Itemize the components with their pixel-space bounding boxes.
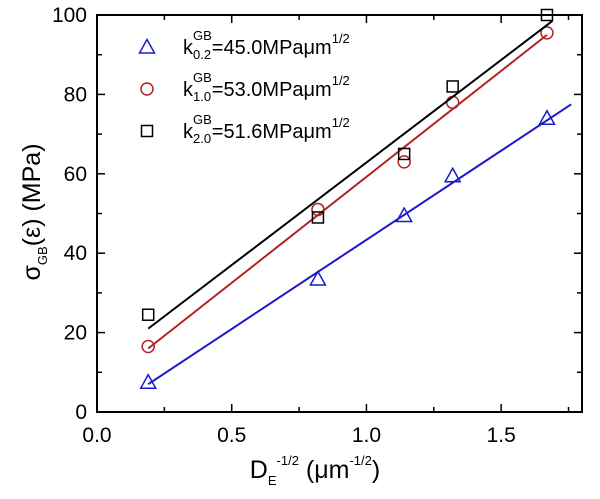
data-point-series-1 [309, 269, 327, 286]
legend-label-part: k [183, 79, 194, 101]
legend-label-part: k [183, 37, 194, 59]
y-tick-label: 80 [64, 83, 87, 106]
legend-label-part: =53.0MPa [212, 79, 305, 101]
legend-marker-series-2 [140, 82, 154, 96]
legend-label-part: 1/2 [332, 115, 350, 130]
data-point-series-1 [443, 166, 462, 183]
legend-label-series-3: kGB 2.0=51.6MPaμm1/2 [183, 112, 350, 146]
legend-label-part: μm [304, 121, 332, 143]
y-axis-title-main: σ [18, 265, 46, 281]
data-point-series-3 [141, 308, 155, 321]
legend-label-series-1: kGB 0.2=45.0MPaμm1/2 [183, 28, 350, 62]
data-point-series-3 [311, 211, 325, 224]
data-point-series-1 [395, 206, 413, 223]
legend-label-part: μm [304, 79, 332, 101]
y-tick-label: 40 [64, 242, 87, 265]
legend-label-part: GB [193, 70, 212, 85]
plot-area: 0.0 0.5 1.0 1.5 0 20 40 60 80 100 [52, 4, 583, 447]
legend-label-part: 1.0 [193, 89, 211, 104]
data-point-series-2 [141, 339, 155, 354]
x-tick-label: 1.5 [487, 424, 516, 447]
y-axis-title-sub: GB [35, 246, 50, 265]
data-point-series-2 [445, 95, 460, 110]
x-axis-title-unit-sup: -1/2 [349, 453, 371, 468]
data-point-series-2 [397, 155, 411, 169]
legend-marker-series-1 [138, 37, 156, 54]
legend-label-part: μm [304, 37, 332, 59]
y-axis-title: σGB(ε) (MPa) [18, 143, 50, 280]
x-axis-title-unit: μm [314, 456, 349, 484]
x-axis-title-sup: -1/2 [277, 453, 299, 468]
fit-line-series-2 [147, 34, 548, 350]
legend-label-part: 1/2 [332, 31, 350, 46]
y-axis-title-rest: (ε) (MPa) [18, 143, 46, 246]
data-point-series-3 [540, 8, 554, 22]
y-tick-label: 100 [52, 4, 87, 27]
x-tick-label: 1.0 [352, 424, 381, 447]
x-tick-label: 0.5 [217, 424, 246, 447]
legend-marker-series-3 [140, 124, 154, 138]
data-point-series-1 [538, 109, 556, 125]
fit-line-series-1 [147, 103, 572, 386]
legend-label-part: =45.0MPa [212, 37, 305, 59]
x-axis-title-unit-prefix: ( [299, 456, 315, 484]
data-point-series-2 [311, 202, 325, 217]
x-axis-title: DE-1/2 (μm-1/2) [250, 453, 380, 488]
y-tick-label: 20 [64, 322, 87, 345]
x-tick-label: 0.0 [82, 424, 111, 447]
data-point-series-3 [446, 80, 459, 93]
legend-label-part: GB [193, 28, 212, 43]
y-tick-label: 60 [64, 163, 87, 186]
legend-label-part: k [183, 121, 194, 143]
legend-label-part: 1/2 [332, 73, 350, 88]
legend-label-part: 0.2 [193, 47, 211, 62]
data-point-series-3 [397, 147, 411, 161]
fit-line-series-3 [147, 20, 553, 330]
x-axis-title-unit-suffix: ) [372, 456, 380, 484]
data-point-series-2 [540, 26, 554, 40]
legend-label-part: 2.0 [193, 131, 211, 146]
legend-label-part: =51.6MPa [212, 121, 305, 143]
x-axis-title-sub: E [268, 473, 277, 488]
legend-label-part: GB [193, 112, 212, 127]
data-point-series-1 [139, 373, 157, 389]
legend-label-series-2: kGB 1.0=53.0MPaμm1/2 [183, 70, 350, 104]
y-tick-label: 0 [75, 401, 87, 424]
x-axis-title-main: D [250, 456, 268, 484]
